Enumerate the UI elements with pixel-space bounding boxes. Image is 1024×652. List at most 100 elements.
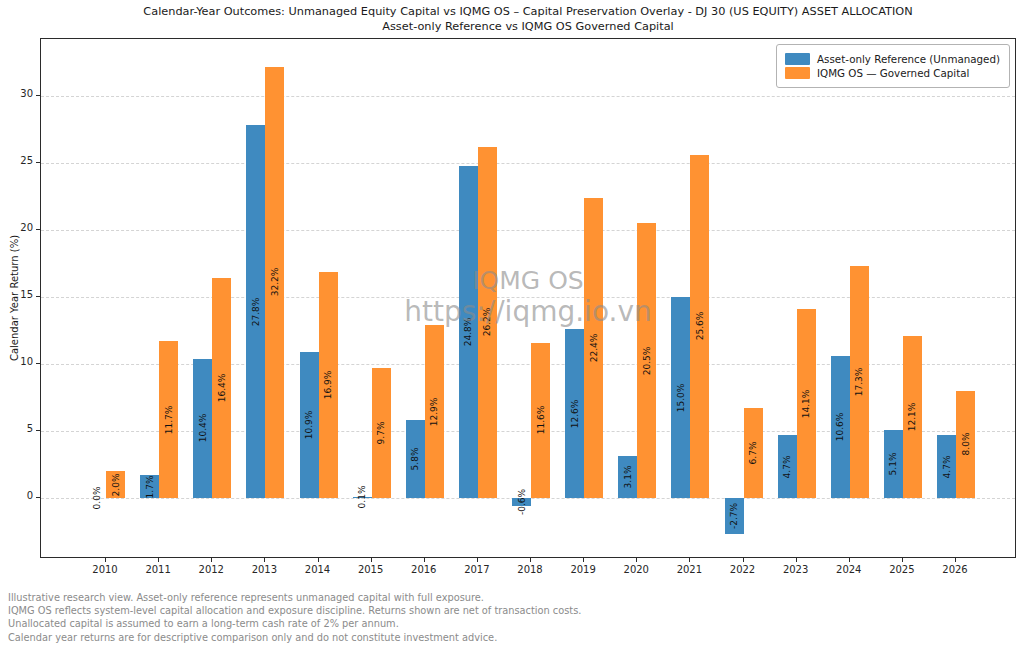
bar-value-label-asset-only-2023: 4.7% [782, 455, 792, 478]
bar-value-label-asset-only-2024: 10.6% [835, 413, 845, 442]
x-tick-label-2012: 2012 [185, 564, 238, 575]
bar-value-label-asset-only-2017: 24.8% [463, 318, 473, 347]
bar-value-label-asset-only-2020: 3.1% [623, 466, 633, 489]
bar-value-label-asset-only-2010: 0.0% [92, 487, 102, 510]
y-tick-label: 25 [0, 155, 33, 166]
y-tick-mark [36, 296, 40, 297]
legend-swatch-blue-icon [785, 53, 810, 65]
x-tick-mark [318, 558, 319, 562]
x-tick-mark [264, 558, 265, 562]
x-tick-mark [849, 558, 850, 562]
legend-label-asset-only: Asset-only Reference (Unmanaged) [817, 53, 1000, 65]
y-tick-mark [36, 363, 40, 364]
bar-value-label-iqmg-os-2018: 11.6% [536, 406, 546, 435]
y-tick-mark [36, 162, 40, 163]
legend-item-iqmg-os: IQMG OS — Governed Capital [785, 67, 1000, 79]
bar-value-label-iqmg-os-2021: 25.6% [695, 312, 705, 341]
bar-value-label-iqmg-os-2011: 11.7% [164, 405, 174, 434]
x-tick-mark [530, 558, 531, 562]
x-tick-label-2013: 2013 [238, 564, 291, 575]
footnote-line: Calendar year returns are for descriptiv… [8, 631, 581, 644]
watermark-url: https://iqmg.io.vn [41, 296, 1015, 328]
bar-value-label-asset-only-2013: 27.8% [251, 297, 261, 326]
x-tick-mark [902, 558, 903, 562]
bar-value-label-asset-only-2025: 5.1% [888, 452, 898, 475]
chart-subtitle: Asset-only Reference vs IQMG OS Governed… [40, 20, 1016, 33]
bar-value-label-asset-only-2026: 4.7% [942, 455, 952, 478]
footnote-line: Unallocated capital is assumed to earn a… [8, 617, 581, 630]
x-tick-label-2010: 2010 [79, 564, 132, 575]
y-tick-label: 30 [0, 88, 33, 99]
gridline-5 [41, 431, 1015, 432]
footnote-line: IQMG OS reflects system-level capital al… [8, 604, 581, 617]
legend: Asset-only Reference (Unmanaged) IQMG OS… [776, 44, 1010, 88]
legend-item-asset-only: Asset-only Reference (Unmanaged) [785, 53, 1000, 65]
x-tick-label-2021: 2021 [663, 564, 716, 575]
bar-value-label-asset-only-2021: 15.0% [676, 383, 686, 412]
bar-value-label-iqmg-os-2012: 16.4% [217, 374, 227, 403]
x-tick-label-2015: 2015 [344, 564, 397, 575]
x-tick-mark [158, 558, 159, 562]
bar-value-label-iqmg-os-2020: 20.5% [642, 346, 652, 375]
x-tick-label-2020: 2020 [610, 564, 663, 575]
gridline-20 [41, 230, 1015, 231]
footnote-line: Illustrative research view. Asset-only r… [8, 591, 581, 604]
footnotes: Illustrative research view. Asset-only r… [8, 591, 581, 644]
y-tick-mark [36, 229, 40, 230]
bar-value-label-asset-only-2018: -0.6% [517, 489, 527, 515]
bar-value-label-asset-only-2011: 1.7% [145, 475, 155, 498]
bar-value-label-iqmg-os-2024: 17.3% [854, 368, 864, 397]
x-tick-label-2018: 2018 [504, 564, 557, 575]
bar-value-label-iqmg-os-2019: 22.4% [589, 334, 599, 363]
y-tick-label: 0 [0, 490, 33, 501]
gridline-10 [41, 364, 1015, 365]
bar-value-label-iqmg-os-2013: 32.2% [270, 268, 280, 297]
bar-value-label-iqmg-os-2014: 16.9% [323, 370, 333, 399]
bar-value-label-iqmg-os-2015: 9.7% [376, 422, 386, 445]
x-tick-label-2011: 2011 [132, 564, 185, 575]
bar-value-label-iqmg-os-2023: 14.1% [801, 389, 811, 418]
x-tick-mark [743, 558, 744, 562]
bar-value-label-asset-only-2015: 0.1% [357, 486, 367, 509]
x-tick-label-2024: 2024 [822, 564, 875, 575]
x-tick-mark [105, 558, 106, 562]
y-tick-label: 5 [0, 423, 33, 434]
x-tick-mark [211, 558, 212, 562]
x-tick-mark [636, 558, 637, 562]
x-tick-label-2019: 2019 [557, 564, 610, 575]
y-tick-mark [36, 430, 40, 431]
watermark-brand: IQMG OS [41, 267, 1015, 296]
bar-value-label-iqmg-os-2026: 8.0% [961, 433, 971, 456]
x-tick-mark [689, 558, 690, 562]
bar-value-label-asset-only-2012: 10.4% [198, 414, 208, 443]
bar-value-label-iqmg-os-2022: 6.7% [748, 442, 758, 465]
x-tick-label-2022: 2022 [716, 564, 769, 575]
x-tick-label-2017: 2017 [450, 564, 503, 575]
bar-value-label-iqmg-os-2016: 12.9% [429, 397, 439, 426]
gridline-30 [41, 96, 1015, 97]
bar-value-label-iqmg-os-2017: 26.2% [482, 308, 492, 337]
gridline-25 [41, 163, 1015, 164]
x-tick-mark [955, 558, 956, 562]
y-tick-mark [36, 497, 40, 498]
bar-value-label-asset-only-2014: 10.9% [304, 411, 314, 440]
x-tick-label-2014: 2014 [291, 564, 344, 575]
x-tick-mark [796, 558, 797, 562]
x-tick-label-2025: 2025 [875, 564, 928, 575]
y-tick-mark [36, 95, 40, 96]
x-tick-label-2026: 2026 [929, 564, 982, 575]
y-tick-label: 10 [0, 356, 33, 367]
y-tick-label: 15 [0, 289, 33, 300]
legend-swatch-orange-icon [785, 67, 810, 79]
figure: Calendar-Year Outcomes: Unmanaged Equity… [0, 0, 1024, 652]
y-tick-label: 20 [0, 222, 33, 233]
x-tick-mark [583, 558, 584, 562]
x-tick-mark [371, 558, 372, 562]
plot-area: Asset-only Reference (Unmanaged) IQMG OS… [40, 38, 1016, 558]
legend-label-iqmg-os: IQMG OS — Governed Capital [817, 67, 969, 79]
gridline-15 [41, 297, 1015, 298]
x-tick-label-2016: 2016 [397, 564, 450, 575]
x-tick-mark [477, 558, 478, 562]
x-tick-label-2023: 2023 [769, 564, 822, 575]
x-tick-mark [424, 558, 425, 562]
